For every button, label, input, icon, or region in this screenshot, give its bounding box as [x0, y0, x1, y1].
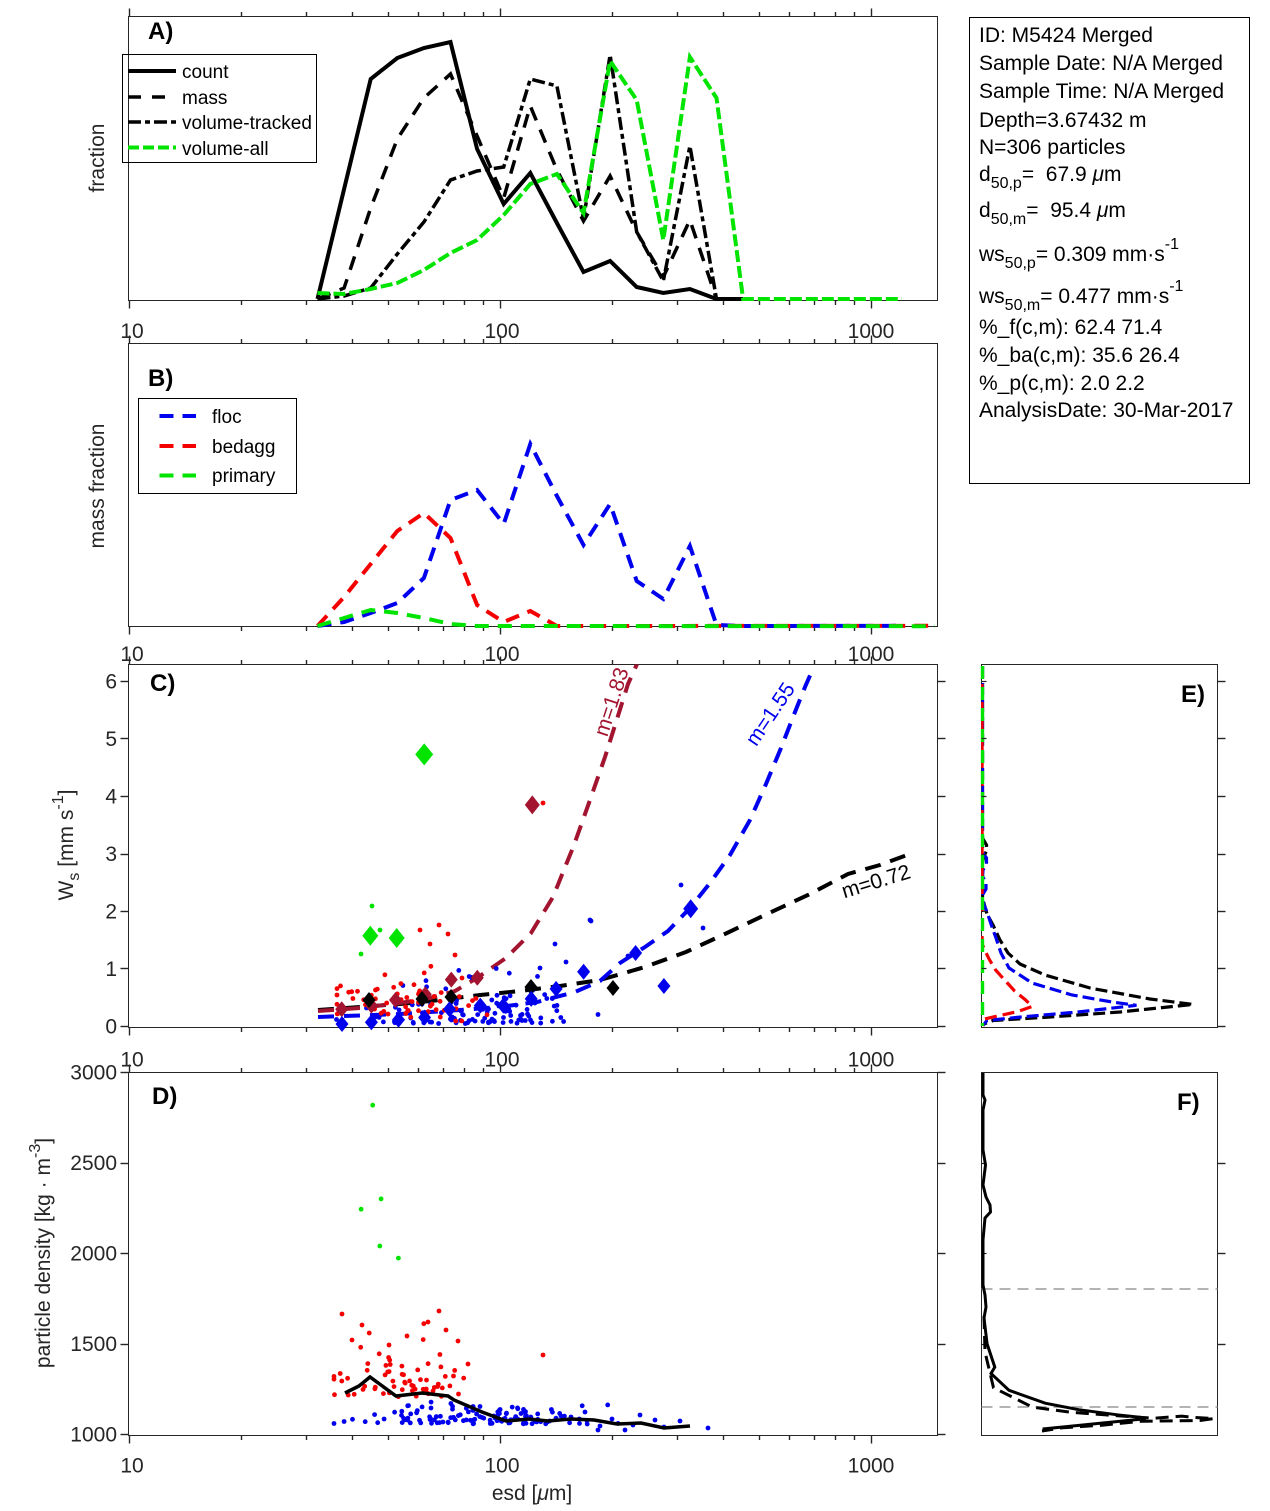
svg-text:N=306 particles: N=306 particles [979, 136, 1126, 159]
svg-text:2500: 2500 [70, 1152, 117, 1175]
svg-text:1000: 1000 [848, 1049, 895, 1072]
svg-text:2000: 2000 [70, 1242, 117, 1265]
svg-text:mass: mass [182, 88, 227, 109]
svg-text:10: 10 [120, 1049, 143, 1072]
svg-text:10: 10 [120, 643, 143, 666]
svg-text:1000: 1000 [848, 1455, 895, 1478]
svg-text:esd [μm]: esd [μm] [492, 1482, 572, 1505]
svg-text:1000: 1000 [70, 1424, 117, 1447]
svg-text:primary: primary [212, 466, 276, 487]
svg-text:2: 2 [105, 901, 117, 924]
svg-text:floc: floc [212, 407, 242, 428]
svg-text:100: 100 [484, 643, 519, 666]
svg-text:1500: 1500 [70, 1333, 117, 1356]
svg-text:volume-tracked: volume-tracked [182, 113, 312, 134]
svg-text:AnalysisDate: 30-Mar-2017: AnalysisDate: 30-Mar-2017 [979, 399, 1233, 422]
svg-text:D): D) [152, 1083, 177, 1110]
svg-text:3000: 3000 [70, 1061, 117, 1084]
svg-text:4: 4 [105, 786, 117, 809]
svg-text:bedagg: bedagg [212, 437, 275, 458]
svg-text:%_p(c,m): 2.0 2.2: %_p(c,m): 2.0 2.2 [979, 372, 1145, 395]
svg-text:100: 100 [484, 1455, 519, 1478]
svg-text:0: 0 [105, 1016, 117, 1039]
svg-text:3: 3 [105, 843, 117, 866]
svg-text:Sample Date: N/A Merged: Sample Date: N/A Merged [979, 52, 1223, 75]
svg-text:10: 10 [120, 320, 143, 343]
svg-text:ID: M5424 Merged: ID: M5424 Merged [979, 24, 1153, 47]
svg-text:C): C) [150, 670, 175, 697]
svg-text:100: 100 [484, 1049, 519, 1072]
svg-text:1: 1 [105, 958, 117, 981]
svg-text:6: 6 [105, 671, 117, 694]
svg-text:B): B) [148, 365, 173, 392]
svg-text:fraction: fraction [86, 124, 109, 193]
svg-text:Depth=3.67432 m: Depth=3.67432 m [979, 109, 1147, 132]
svg-text:E): E) [1181, 681, 1205, 708]
svg-text:F): F) [1177, 1089, 1200, 1116]
svg-text:10: 10 [120, 1455, 143, 1478]
svg-text:Sample Time: N/A Merged: Sample Time: N/A Merged [979, 80, 1224, 103]
svg-text:A): A) [148, 18, 173, 45]
svg-text:%_ba(c,m): 35.6 26.4: %_ba(c,m): 35.6 26.4 [979, 344, 1180, 367]
svg-text:count: count [182, 62, 229, 83]
svg-text:1000: 1000 [848, 643, 895, 666]
svg-text:volume-all: volume-all [182, 139, 269, 160]
svg-text:mass fraction: mass fraction [86, 424, 109, 549]
svg-text:5: 5 [105, 728, 117, 751]
svg-text:particle density [kg · m-3]: particle density [kg · m-3] [27, 1138, 55, 1368]
svg-text:%_f(c,m): 62.4 71.4: %_f(c,m): 62.4 71.4 [979, 316, 1163, 339]
svg-text:1000: 1000 [848, 320, 895, 343]
svg-text:100: 100 [484, 320, 519, 343]
